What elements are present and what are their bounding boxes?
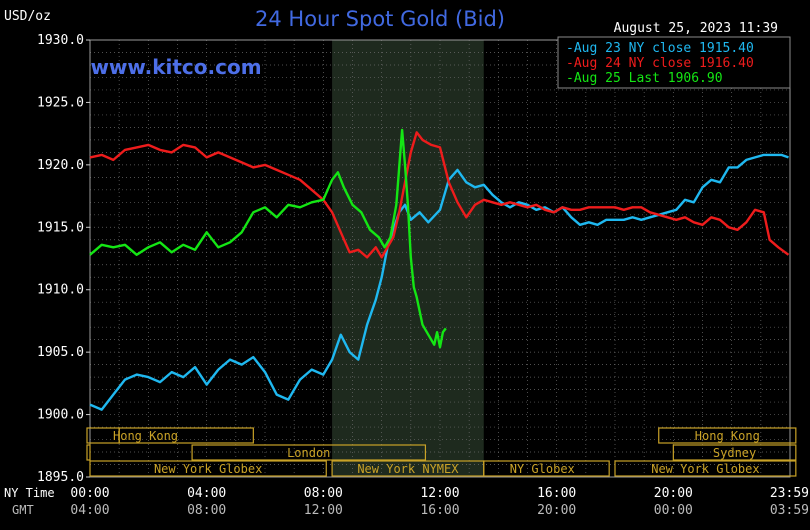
nymex-shaded-window: [332, 40, 484, 477]
session-label: New York NYMEX: [357, 462, 459, 476]
watermark-url: www.kitco.com: [90, 55, 261, 79]
timestamp-label: August 25, 2023 11:39: [614, 21, 778, 36]
y-tick-label: 1915.0: [37, 220, 84, 235]
y-tick-label: 1900.0: [37, 408, 84, 423]
x-tick-label-gmt: 04:00: [70, 503, 109, 518]
legend-entry: -Aug 25 Last 1906.90: [566, 71, 723, 86]
series-line: [89, 131, 790, 259]
plot-border: [89, 39, 791, 478]
y-tick-label: 1895.0: [37, 470, 84, 485]
x-tick-label-ny: 12:00: [420, 486, 459, 501]
x-axis-ny-label: NY Time: [4, 486, 55, 500]
session-label: Sydney: [713, 446, 756, 460]
x-axis-ticks: 00:00 04:00 04:00 08:00 08:00 12:00 12:00 16:00…: [70, 486, 809, 518]
legend-entry: -Aug 23 NY close 1915.40: [566, 41, 754, 56]
x-axis-gmt-label: GMT: [12, 503, 34, 517]
session-bar: [483, 460, 610, 477]
session-bar: [89, 460, 327, 477]
x-tick-label-ny: 08:00: [304, 486, 343, 501]
session-bar: [118, 427, 254, 444]
y-axis-ticks: 1930.0 1925.0 1920.0 1915.0 1910.0 1905.0 1900…: [37, 33, 90, 485]
legend: -Aug 23 NY close 1915.40-Aug 24 NY close…: [557, 36, 791, 89]
y-axis-unit: USD/oz: [4, 9, 51, 24]
session-label: Hong Kong: [695, 429, 760, 443]
x-tick-label-ny: 16:00: [537, 486, 576, 501]
x-tick-label-ny: 23:59: [770, 486, 809, 501]
trading-session-bars: Hong Kong Hong Kong London Sydney New York G…: [86, 427, 797, 477]
x-tick-label-ny: 20:00: [654, 486, 693, 501]
series-line: [89, 128, 447, 349]
chart-title: 24 Hour Spot Gold (Bid): [255, 7, 505, 31]
session-bar: [86, 444, 91, 461]
y-tick-label: 1910.0: [37, 283, 84, 298]
y-tick-label: 1920.0: [37, 158, 84, 173]
x-tick-label-gmt: 20:00: [537, 503, 576, 518]
x-tick-label-gmt: 16:00: [420, 503, 459, 518]
y-tick-label: 1905.0: [37, 345, 84, 360]
x-tick-label-ny: 04:00: [187, 486, 226, 501]
session-label: New York Globex: [651, 462, 759, 476]
grid-lines: [90, 40, 790, 477]
session-bar: [672, 444, 797, 461]
x-tick-label-gmt: 12:00: [304, 503, 343, 518]
session-label: London: [287, 446, 330, 460]
legend-box: [557, 36, 791, 89]
session-bar: [614, 460, 797, 477]
session-label: Hong Kong: [113, 429, 178, 443]
x-tick-label-ny: 00:00: [70, 486, 109, 501]
x-tick-label-gmt: 00:00: [654, 503, 693, 518]
session-label: New York Globex: [154, 462, 262, 476]
y-tick-label: 1930.0: [37, 33, 84, 48]
x-tick-label-gmt: 03:59: [770, 503, 809, 518]
series-line: [89, 153, 789, 411]
legend-entry: -Aug 24 NY close 1916.40: [566, 56, 754, 71]
y-tick-label: 1925.0: [37, 95, 84, 110]
session-label: NY Globex: [510, 462, 575, 476]
x-tick-label-gmt: 08:00: [187, 503, 226, 518]
session-bar: [191, 444, 427, 461]
series-lines: [89, 128, 790, 411]
session-bar: [658, 427, 797, 444]
